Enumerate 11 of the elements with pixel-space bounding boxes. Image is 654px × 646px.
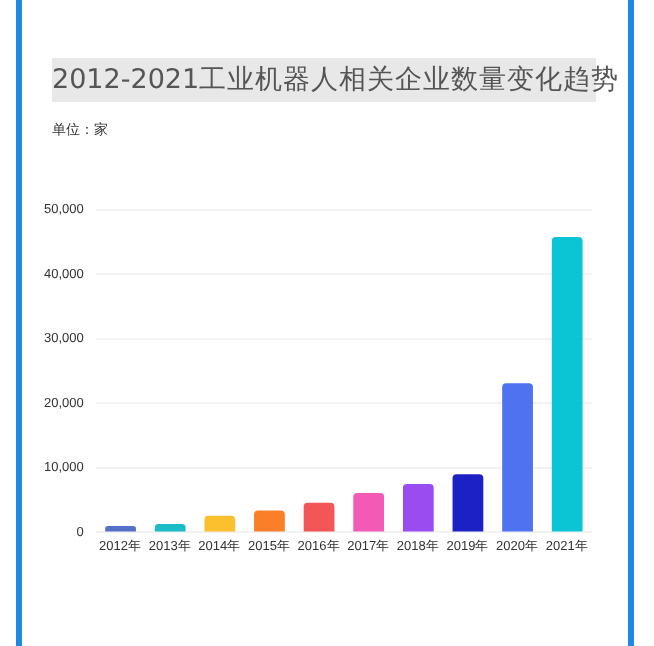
bar: [452, 474, 484, 532]
chart-title: 2012-2021工业机器人相关企业数量变化趋势: [52, 62, 620, 100]
bar: [353, 493, 385, 532]
bar: [105, 525, 136, 532]
bar: [254, 510, 285, 532]
bar: [402, 484, 434, 532]
bar: [204, 515, 236, 532]
bar: [551, 236, 583, 532]
bar: [303, 502, 335, 532]
bar: [502, 383, 533, 532]
bar: [154, 524, 186, 532]
